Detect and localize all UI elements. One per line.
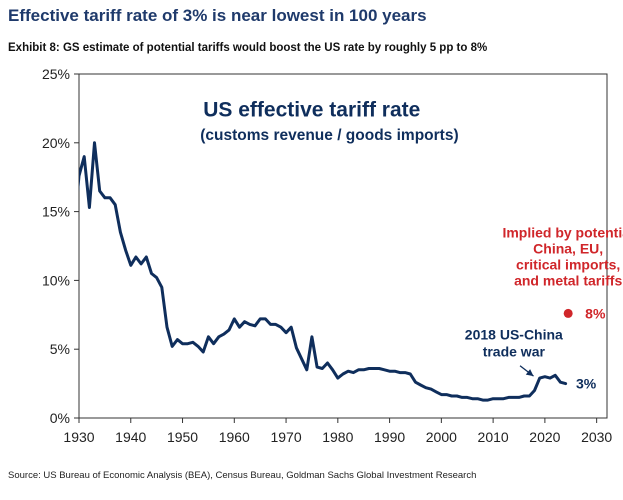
trade-war-annotation-line: 2018 US-China	[465, 327, 563, 343]
trade-war-annotation-line: trade war	[483, 344, 546, 360]
y-tick-label: 5%	[50, 341, 70, 357]
y-tick-label: 25%	[42, 66, 70, 82]
y-tick-label: 10%	[42, 272, 70, 288]
implied-annotation-line: critical imports,	[516, 257, 620, 273]
x-tick-label: 1960	[219, 429, 250, 445]
x-tick-label: 1940	[115, 429, 146, 445]
x-tick-label: 2000	[426, 429, 457, 445]
y-tick-label: 0%	[50, 410, 70, 426]
x-tick-label: 1980	[322, 429, 353, 445]
x-tick-label: 1990	[374, 429, 405, 445]
implied-rate-point	[563, 308, 573, 318]
y-tick-label: 15%	[42, 204, 70, 220]
x-tick-label: 1930	[63, 429, 94, 445]
chart-subtitle: (customs revenue / goods imports)	[200, 127, 458, 144]
chart-title: US effective tariff rate	[203, 99, 420, 122]
x-tick-label: 1970	[270, 429, 301, 445]
plot-frame	[78, 73, 608, 419]
page-title: Effective tariff rate of 3% is near lowe…	[8, 6, 427, 25]
trade-war-arrow-head	[525, 369, 534, 377]
implied-annotation-line: and metal tariffs	[514, 273, 622, 289]
current-rate-label: 3%	[576, 376, 597, 392]
source-note: Source: US Bureau of Economic Analysis (…	[8, 470, 477, 481]
implied-rate-label: 8%	[585, 305, 606, 321]
implied-annotation-line: Implied by potential	[502, 225, 623, 241]
exhibit-subtitle: Exhibit 8: GS estimate of potential tari…	[8, 42, 488, 54]
x-tick-label: 2010	[478, 429, 509, 445]
series-line-tariff-rate	[79, 141, 568, 402]
x-tick-label: 1950	[167, 429, 198, 445]
x-tick-label: 2030	[581, 429, 612, 445]
x-tick-label: 2020	[529, 429, 560, 445]
implied-annotation-line: China, EU,	[533, 241, 603, 257]
y-tick-label: 20%	[42, 135, 70, 151]
